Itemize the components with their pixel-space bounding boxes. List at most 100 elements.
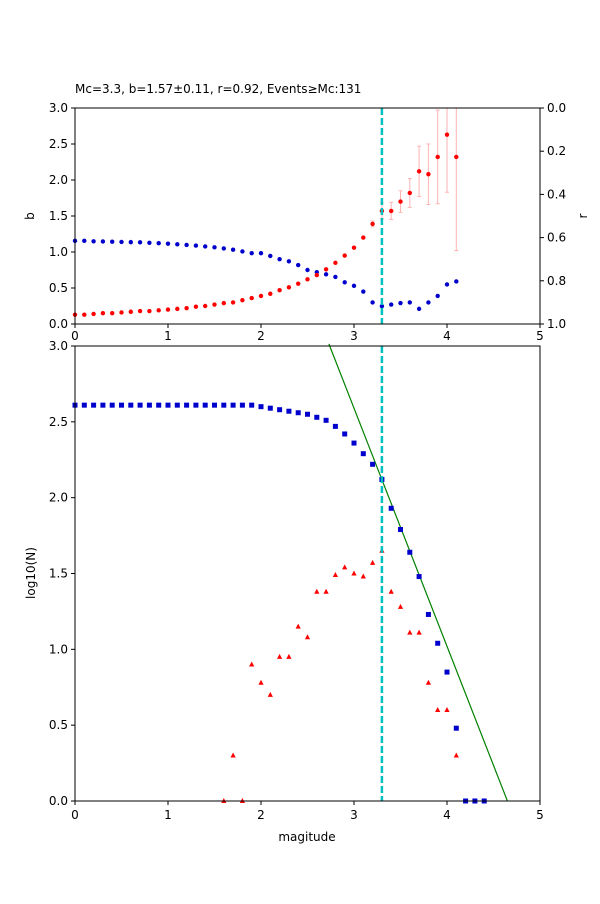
noncumulative-point xyxy=(332,572,338,578)
b-point xyxy=(137,308,143,314)
noncumulative-point xyxy=(453,752,459,758)
b-point xyxy=(296,281,301,286)
noncumulative-point xyxy=(425,679,431,685)
noncumulative-point xyxy=(397,603,404,609)
cumulative-point xyxy=(193,402,199,408)
b-point xyxy=(100,311,106,316)
noncumulative-point xyxy=(416,629,422,635)
top-right-y-tick-label: 0.2 xyxy=(547,144,566,158)
gutenberg-richter-fit-line xyxy=(328,343,509,802)
bottom-y-axis-label: log10(N) xyxy=(24,547,38,599)
b-point xyxy=(416,169,422,174)
b-point xyxy=(351,245,357,250)
r-point xyxy=(258,250,264,256)
r-point xyxy=(110,239,115,244)
cumulative-point xyxy=(286,408,292,414)
noncumulative-point xyxy=(267,691,273,697)
top-y-tick-label: 0.5 xyxy=(49,281,68,295)
top-right-y-tick-label: 0.8 xyxy=(547,274,566,288)
cumulative-point xyxy=(407,549,413,555)
bottom-x-tick-label: 0 xyxy=(71,808,79,822)
r-point xyxy=(82,238,87,244)
cumulative-point xyxy=(156,402,162,408)
b-point xyxy=(91,311,96,317)
b-point xyxy=(82,312,87,317)
noncumulative-point xyxy=(444,707,450,712)
bottom-y-tick-label: 0.0 xyxy=(49,794,68,808)
cumulative-point xyxy=(453,725,459,731)
cumulative-point xyxy=(314,414,320,420)
cumulative-point xyxy=(184,402,190,408)
cumulative-point xyxy=(267,405,273,411)
cumulative-point xyxy=(221,402,227,408)
b-point xyxy=(193,304,199,309)
b-point xyxy=(342,253,347,258)
top-y-tick-label: 3.0 xyxy=(49,101,68,115)
cumulative-point xyxy=(388,505,394,511)
noncumulative-point xyxy=(314,588,320,594)
r-point xyxy=(333,274,338,280)
noncumulative-point xyxy=(351,570,357,576)
top-right-y-tick-label: 0.6 xyxy=(547,231,566,245)
r-point xyxy=(342,280,347,285)
b-point xyxy=(203,303,208,309)
r-point xyxy=(286,259,292,264)
r-point xyxy=(249,250,254,256)
r-point xyxy=(203,244,208,249)
r-point xyxy=(240,249,245,254)
r-point xyxy=(426,300,431,305)
r-point xyxy=(296,262,301,268)
top-y-tick-label: 0.0 xyxy=(49,317,68,331)
b-point xyxy=(407,190,412,196)
b-point xyxy=(165,307,171,312)
cumulative-point xyxy=(165,402,171,408)
cumulative-point xyxy=(81,402,87,408)
cumulative-point xyxy=(146,402,152,408)
r-point xyxy=(323,272,329,277)
top-x-tick-label: 1 xyxy=(164,329,172,343)
bottom-y-tick-label: 1.5 xyxy=(49,567,68,581)
cumulative-point xyxy=(323,417,329,423)
cumulative-point xyxy=(137,402,143,408)
top-x-tick-label: 3 xyxy=(350,329,358,343)
b-point xyxy=(175,306,180,312)
cumulative-point xyxy=(351,440,357,446)
b-point xyxy=(249,295,254,301)
bottom-x-tick-label: 5 xyxy=(536,808,544,822)
noncumulative-point xyxy=(295,623,301,629)
top-x-tick-label: 5 xyxy=(536,329,544,343)
top-x-tick-label: 2 xyxy=(257,329,265,343)
b-point xyxy=(398,199,403,204)
b-point xyxy=(389,208,394,214)
b-point xyxy=(277,287,282,293)
cumulative-point xyxy=(342,431,348,437)
top-x-tick-label: 4 xyxy=(443,329,451,343)
b-point xyxy=(435,154,440,160)
bottom-x-tick-label: 3 xyxy=(350,808,358,822)
cumulative-point xyxy=(360,451,366,457)
r-point xyxy=(370,300,375,305)
r-point xyxy=(119,239,124,245)
b-point xyxy=(314,272,319,278)
cumulative-point xyxy=(258,404,264,410)
cumulative-point xyxy=(295,410,301,416)
cumulative-point xyxy=(109,402,115,408)
r-point xyxy=(128,239,133,245)
r-point xyxy=(351,283,357,288)
r-point xyxy=(221,246,226,251)
r-point xyxy=(147,240,152,245)
top-right-y-tick-label: 1.0 xyxy=(547,317,566,331)
noncumulative-point xyxy=(360,573,366,579)
b-point xyxy=(370,221,375,227)
bottom-axes: 0 1 2 3 4 5 0.0 0.5 1.0 1.5 2.0 2.5 3.0 xyxy=(49,339,544,822)
noncumulative-point xyxy=(323,588,329,594)
cumulative-point xyxy=(91,402,97,408)
r-point xyxy=(454,279,459,284)
bottom-magnitude-frequency-panel: magitude log10(N) 0 1 2 3 4 5 0.0 0.5 1.0 1.5 2.0 2… xyxy=(24,339,544,844)
noncumulative-point xyxy=(342,564,348,570)
r-point xyxy=(444,282,450,287)
bottom-x-tick-label: 4 xyxy=(443,808,451,822)
cumulative-point xyxy=(435,640,441,646)
b-point xyxy=(230,300,236,305)
